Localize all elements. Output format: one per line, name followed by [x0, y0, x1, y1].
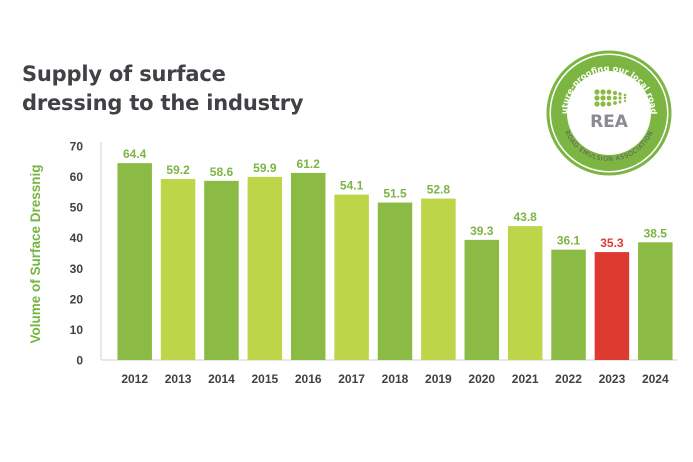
value-label: 59.9	[253, 161, 277, 175]
bar	[377, 202, 413, 360]
value-label: 36.1	[557, 234, 581, 248]
y-tick-label: 30	[70, 262, 84, 276]
x-tick-label: 2014	[208, 372, 235, 386]
x-tick-label: 2021	[512, 372, 539, 386]
logo-dots-icon	[594, 89, 627, 107]
chart-title-line-2: dressing to the industry	[22, 91, 304, 115]
x-tick-label: 2016	[295, 372, 322, 386]
bar	[290, 172, 326, 360]
value-label: 58.6	[210, 165, 234, 179]
logo-band	[551, 55, 667, 171]
value-label: 39.3	[470, 224, 494, 238]
bar	[638, 242, 673, 360]
value-label: 61.2	[297, 157, 321, 171]
logo-text: REA	[590, 112, 629, 132]
y-tick-label: 20	[70, 292, 84, 306]
value-label: 51.5	[383, 187, 407, 201]
y-tick-label: 0	[76, 354, 83, 368]
bar	[247, 176, 283, 360]
bar	[551, 249, 586, 360]
y-tick-label: 60	[70, 170, 84, 184]
chart-title: Supply of surface dressing to the indust…	[22, 60, 382, 118]
value-label: 43.8	[513, 210, 537, 224]
bar	[464, 239, 500, 360]
bar	[507, 226, 543, 360]
rea-logo: Future-proofing our local roads ROAD EMU…	[546, 50, 672, 176]
x-tick-label: 2022	[555, 372, 582, 386]
y-tick-label: 40	[70, 231, 84, 245]
bar	[334, 194, 369, 360]
value-label: 52.8	[427, 183, 451, 197]
value-label: 38.5	[644, 226, 668, 240]
bar	[421, 198, 456, 360]
y-tick-label: 50	[70, 201, 84, 215]
bar	[117, 163, 152, 360]
y-tick-label: 10	[70, 323, 84, 337]
x-tick-label: 2024	[642, 372, 669, 386]
y-axis-label: Volume of Surface Dressnig	[28, 164, 43, 343]
x-tick-label: 2013	[165, 372, 192, 386]
bar	[160, 179, 196, 360]
chart-title-line-1: Supply of surface	[22, 62, 226, 86]
x-tick-label: 2020	[468, 372, 495, 386]
y-tick-label: 70	[70, 140, 84, 154]
value-label: 54.1	[340, 179, 364, 193]
value-label: 64.4	[123, 147, 147, 161]
x-tick-label: 2015	[251, 372, 278, 386]
x-tick-label: 2018	[382, 372, 409, 386]
x-tick-label: 2017	[338, 372, 365, 386]
bar	[594, 252, 630, 360]
x-tick-label: 2019	[425, 372, 452, 386]
value-label: 59.2	[166, 163, 190, 177]
x-tick-label: 2023	[599, 372, 626, 386]
bar	[204, 180, 239, 360]
x-tick-label: 2012	[121, 372, 148, 386]
value-label: 35.3	[600, 236, 624, 250]
